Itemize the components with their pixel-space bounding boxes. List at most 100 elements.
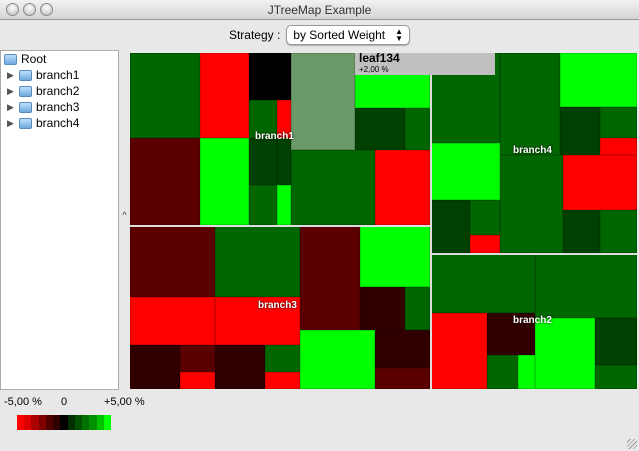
legend-min: -5,00 % — [4, 396, 42, 408]
branch-label-branch2: branch2 — [513, 315, 552, 326]
treemap-leaf[interactable] — [430, 313, 487, 389]
folder-icon — [4, 53, 17, 65]
treemap-leaf[interactable] — [249, 185, 277, 225]
branch-label-branch3: branch3 — [258, 300, 297, 311]
treemap-leaf[interactable] — [360, 287, 405, 330]
treemap-leaf[interactable] — [535, 253, 637, 318]
treemap-leaf[interactable] — [200, 53, 249, 138]
treemap-leaf[interactable] — [560, 53, 637, 107]
treemap-leaf[interactable] — [430, 143, 500, 200]
treemap-leaf[interactable] — [375, 150, 430, 225]
treemap-leaf[interactable] — [355, 108, 405, 150]
treemap-leaf[interactable] — [265, 372, 300, 389]
close-button[interactable] — [6, 3, 19, 16]
treemap-leaf[interactable] — [430, 200, 470, 253]
treemap-leaf[interactable] — [300, 225, 360, 330]
treemap-leaf[interactable] — [215, 297, 300, 345]
treemap-leaf[interactable] — [215, 225, 300, 297]
toolbar: Strategy : by Sorted Weight ▲ ▼ — [0, 24, 639, 46]
treemap-leaf[interactable] — [180, 372, 215, 389]
resize-grip[interactable] — [627, 439, 637, 449]
legend-swatch — [74, 415, 83, 430]
tree-node-branch1[interactable]: ▶ branch1 — [1, 67, 118, 83]
treemap-leaf[interactable] — [180, 345, 215, 372]
treemap-leaf[interactable] — [595, 318, 637, 365]
tree-node-branch4[interactable]: ▶ branch4 — [1, 115, 118, 131]
minimize-button[interactable] — [23, 3, 36, 16]
tree-node-branch3[interactable]: ▶ branch3 — [1, 99, 118, 115]
treemap-leaf[interactable] — [130, 345, 180, 389]
treemap[interactable]: branch1 branch4 branch3 branch2 leaf134 +2,00… — [130, 51, 637, 389]
treemap-leaf[interactable] — [375, 368, 430, 389]
treemap-leaf[interactable] — [277, 100, 291, 138]
legend-zero: 0 — [61, 396, 68, 408]
folder-icon — [19, 101, 32, 113]
treemap-leaf[interactable] — [249, 138, 277, 185]
tooltip-name: leaf134 — [359, 51, 400, 65]
treemap-leaf[interactable] — [487, 313, 535, 355]
treemap-leaf[interactable] — [470, 200, 500, 235]
legend-swatch — [24, 415, 32, 430]
treemap-leaf[interactable] — [595, 365, 637, 389]
title-bar: JTreeMap Example — [0, 0, 639, 20]
tree-node-root[interactable]: Root — [1, 51, 118, 67]
treemap-leaf[interactable] — [500, 53, 560, 155]
treemap-leaf[interactable] — [500, 155, 563, 253]
split-pane-divider[interactable]: ^ — [122, 210, 127, 220]
treemap-leaf[interactable] — [249, 53, 291, 100]
treemap-leaf[interactable] — [215, 345, 265, 389]
treemap-leaf[interactable] — [600, 138, 637, 155]
treemap-leaf[interactable] — [563, 210, 600, 253]
treemap-leaf[interactable] — [130, 138, 200, 225]
tree-node-label: branch1 — [36, 68, 80, 82]
strategy-value: by Sorted Weight — [293, 28, 386, 42]
treemap-leaf[interactable] — [405, 108, 430, 150]
treemap-leaf[interactable] — [300, 330, 375, 389]
treemap-leaf[interactable] — [430, 253, 535, 313]
treemap-leaf[interactable] — [360, 225, 430, 287]
branch-divider — [430, 253, 637, 255]
tree-panel: Root ▶ branch1 ▶ branch2 ▶ branch3 ▶ branch4 — [0, 50, 119, 390]
treemap-leaf[interactable] — [291, 150, 375, 225]
branch-divider — [130, 225, 430, 227]
folder-icon — [19, 69, 32, 81]
treemap-leaf[interactable] — [130, 53, 200, 138]
treemap-leaf[interactable] — [277, 138, 291, 185]
treemap-leaf[interactable] — [200, 138, 249, 225]
tree-node-label: branch3 — [36, 100, 80, 114]
strategy-select[interactable]: by Sorted Weight ▲ ▼ — [286, 25, 411, 45]
tree-node-label: Root — [21, 52, 47, 66]
treemap-leaf[interactable] — [130, 225, 215, 297]
treemap-leaf[interactable] — [291, 53, 355, 150]
window-title: JTreeMap Example — [267, 3, 372, 17]
treemap-leaf[interactable] — [470, 235, 500, 253]
expand-triangle-icon[interactable]: ▶ — [7, 101, 14, 112]
treemap-leaf[interactable] — [600, 107, 637, 138]
treemap-leaf[interactable] — [600, 210, 637, 253]
treemap-leaf[interactable] — [535, 318, 595, 389]
treemap-leaf[interactable] — [375, 330, 430, 368]
treemap-leaf[interactable] — [277, 185, 291, 225]
treemap-leaf[interactable] — [487, 355, 518, 389]
legend-swatch — [53, 415, 61, 430]
expand-triangle-icon[interactable]: ▶ — [7, 69, 14, 80]
branch-label-branch4: branch4 — [513, 145, 552, 156]
legend-swatch — [38, 415, 46, 430]
zoom-button[interactable] — [40, 3, 53, 16]
treemap-leaf[interactable] — [518, 355, 535, 389]
treemap-leaf[interactable] — [265, 345, 300, 372]
expand-triangle-icon[interactable]: ▶ — [7, 117, 14, 128]
legend-swatch — [96, 415, 104, 430]
tree-node-label: branch4 — [36, 116, 80, 130]
treemap-leaf[interactable] — [249, 100, 277, 138]
treemap-leaf[interactable] — [560, 107, 600, 155]
legend-swatch — [89, 415, 97, 430]
treemap-leaf[interactable] — [563, 155, 637, 210]
treemap-leaf[interactable] — [130, 297, 215, 345]
treemap-leaf[interactable] — [405, 287, 430, 330]
tree-node-branch2[interactable]: ▶ branch2 — [1, 83, 118, 99]
updown-arrows-icon: ▲ ▼ — [395, 27, 404, 43]
tooltip-value: +2,00 % — [359, 65, 389, 74]
folder-icon — [19, 117, 32, 129]
expand-triangle-icon[interactable]: ▶ — [7, 85, 14, 96]
